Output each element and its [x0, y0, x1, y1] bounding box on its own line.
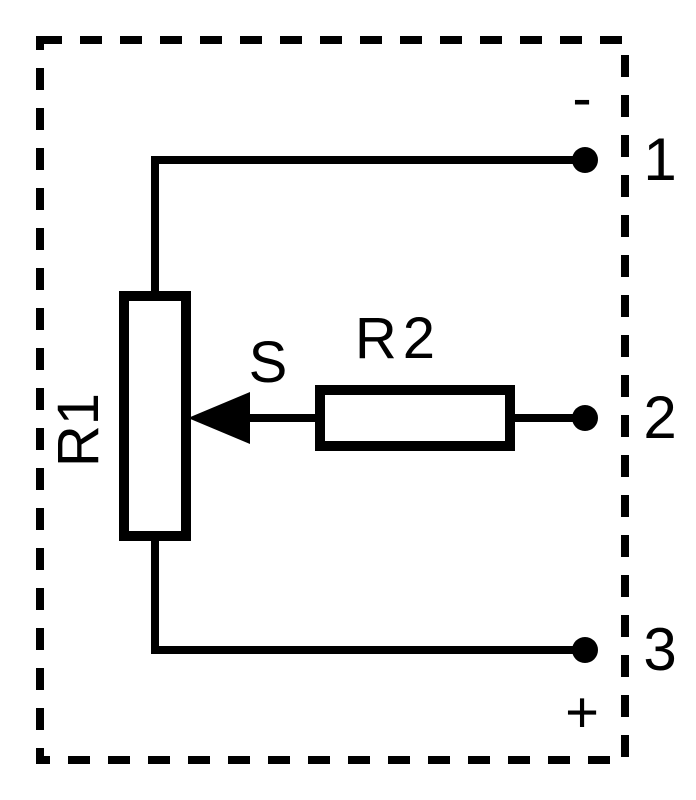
polarity-minus: - — [572, 66, 591, 131]
terminal-number-3: 3 — [643, 616, 676, 683]
polarity-plus: + — [565, 680, 599, 745]
terminal-dot-1 — [572, 147, 598, 173]
resistor-r2 — [320, 390, 510, 446]
label-s: S — [249, 330, 288, 395]
label-r1: R1 — [46, 393, 111, 467]
circuit-schematic: R1 R2 S - + 1 2 3 — [0, 0, 696, 800]
terminal-number-2: 2 — [643, 384, 676, 451]
terminal-dot-2 — [572, 405, 598, 431]
wire-r1-to-1 — [155, 160, 585, 296]
label-r2: R2 — [355, 306, 441, 371]
wire-r1-to-3 — [155, 536, 585, 650]
terminal-number-1: 1 — [643, 126, 676, 193]
terminal-dot-3 — [572, 637, 598, 663]
potentiometer-r1 — [124, 296, 186, 536]
wiper-arrowhead — [188, 392, 250, 444]
